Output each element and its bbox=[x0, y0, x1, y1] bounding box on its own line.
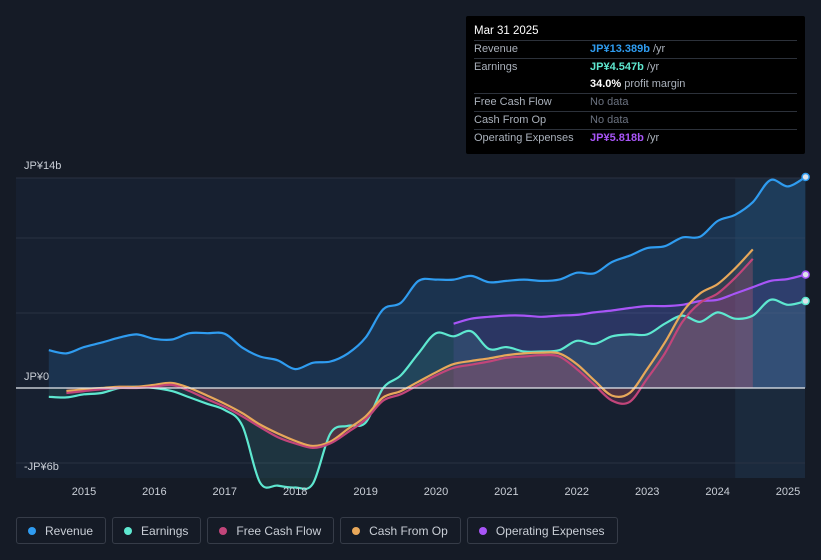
x-tick-label: 2023 bbox=[635, 486, 659, 498]
tooltip-row-earnings: Earnings JP¥4.547b /yr bbox=[474, 58, 797, 76]
legend-label: Earnings bbox=[141, 523, 189, 538]
tooltip-value: No data bbox=[590, 96, 629, 108]
x-tick-label: 2022 bbox=[565, 486, 589, 498]
legend-label: Revenue bbox=[45, 523, 94, 538]
tooltip-date: Mar 31 2025 bbox=[474, 25, 539, 37]
tooltip-unit: /yr bbox=[649, 43, 666, 55]
tooltip-unit: /yr bbox=[643, 132, 660, 144]
legend-item-operating-expenses[interactable]: Operating Expenses bbox=[466, 517, 618, 544]
tooltip-panel: Mar 31 2025 Revenue JP¥13.389b /yr Earni… bbox=[466, 16, 805, 154]
tooltip-value: JP¥13.389b bbox=[590, 43, 650, 55]
tooltip-label bbox=[474, 76, 590, 93]
legend-label: Cash From Op bbox=[369, 523, 448, 538]
tooltip-value: JP¥5.818b bbox=[590, 132, 644, 144]
tooltip-value: JP¥4.547b bbox=[590, 61, 644, 73]
tooltip-row-margin: 34.0% profit margin bbox=[474, 76, 797, 93]
tooltip-row-cfo: Cash From Op No data bbox=[474, 111, 797, 129]
fcf-line bbox=[66, 258, 754, 449]
tooltip-unit: profit margin bbox=[621, 78, 686, 90]
highlight-region bbox=[735, 178, 805, 478]
tooltip-row-revenue: Revenue JP¥13.389b /yr bbox=[474, 40, 797, 58]
tooltip-label: Free Cash Flow bbox=[474, 96, 552, 108]
tooltip-value: 34.0% bbox=[590, 78, 622, 90]
x-tick-label: 2020 bbox=[424, 486, 448, 498]
x-tick-label: 2025 bbox=[776, 486, 800, 498]
legend-item-free-cash-flow[interactable]: Free Cash Flow bbox=[207, 517, 335, 544]
legend: Revenue Earnings Free Cash Flow Cash Fro… bbox=[16, 517, 618, 544]
revenue-line bbox=[48, 175, 807, 371]
x-tick-label: 2016 bbox=[142, 486, 166, 498]
opex-line bbox=[453, 273, 806, 325]
y-tick-label: JP¥14b bbox=[24, 160, 61, 172]
legend-item-earnings[interactable]: Earnings bbox=[112, 517, 202, 544]
cash-from-op-dot-icon bbox=[352, 526, 361, 535]
legend-label: Free Cash Flow bbox=[236, 523, 322, 538]
revenue-end-marker bbox=[801, 172, 810, 182]
legend-item-cash-from-op[interactable]: Cash From Op bbox=[340, 517, 461, 544]
x-tick-label: 2017 bbox=[213, 486, 237, 498]
tooltip-label: Revenue bbox=[474, 43, 519, 55]
x-tick-label: 2015 bbox=[72, 486, 96, 498]
legend-item-revenue[interactable]: Revenue bbox=[16, 517, 107, 544]
tooltip-row-opex: Operating Expenses JP¥5.818b /yr bbox=[474, 129, 797, 147]
earnings-area bbox=[48, 299, 806, 489]
y-tick-label: -JP¥6b bbox=[24, 461, 59, 473]
tooltip-label: Earnings bbox=[474, 61, 518, 73]
operating-expenses-dot-icon bbox=[478, 526, 487, 535]
earnings-dot-icon bbox=[124, 526, 133, 535]
x-tick-label: 2021 bbox=[494, 486, 518, 498]
opex-end-marker bbox=[801, 270, 810, 279]
chart-canvas: JP¥14b JP¥0 -JP¥6b 2015 2016 2017 2018 2019 2020… bbox=[16, 160, 810, 498]
cfo-area bbox=[66, 249, 753, 447]
tooltip-label: Cash From Op bbox=[474, 114, 547, 126]
tooltip-label: Operating Expenses bbox=[474, 132, 574, 144]
cfo-line bbox=[66, 248, 754, 448]
tooltip-row-fcf: Free Cash Flow No data bbox=[474, 93, 797, 111]
revenue-dot-icon bbox=[28, 526, 36, 535]
free-cash-flow-dot-icon bbox=[219, 526, 228, 535]
x-tick-label: 2024 bbox=[705, 486, 729, 498]
earnings-end-marker bbox=[801, 296, 810, 306]
tooltip-value: No data bbox=[590, 114, 629, 126]
fcf-area bbox=[66, 258, 753, 448]
legend-label: Operating Expenses bbox=[495, 523, 605, 538]
y-tick-label: JP¥0 bbox=[24, 371, 49, 383]
opex-area bbox=[453, 274, 806, 388]
x-tick-label: 2018 bbox=[283, 486, 307, 498]
tooltip-unit: /yr bbox=[643, 61, 660, 73]
x-tick-label: 2019 bbox=[353, 486, 377, 498]
